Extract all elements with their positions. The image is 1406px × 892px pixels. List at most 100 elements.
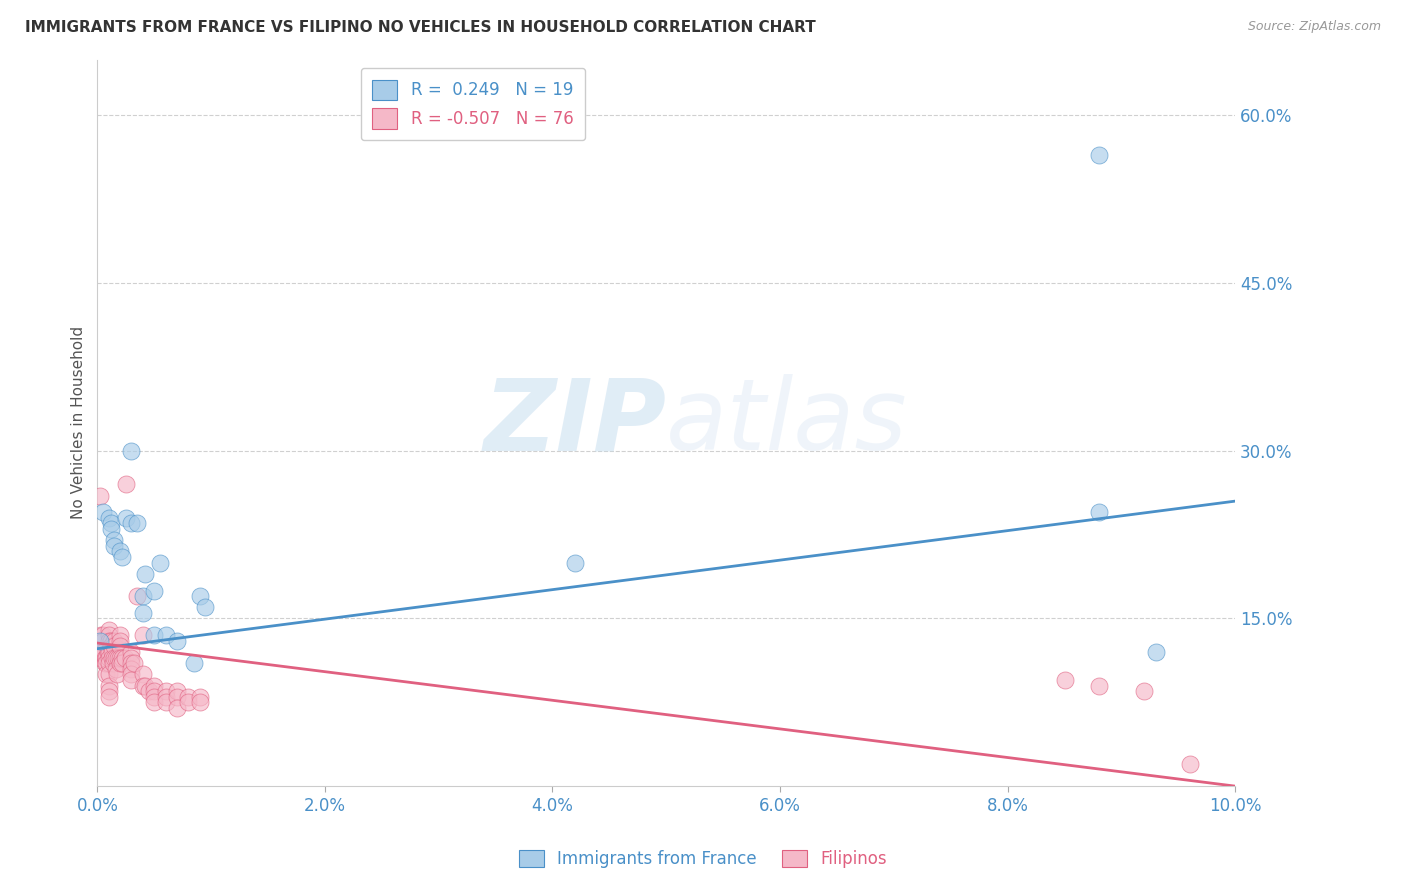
Point: [94, 656, 117, 670]
Text: atlas: atlas: [666, 375, 908, 471]
Point: [96, 656, 118, 670]
Point: [134, 679, 156, 693]
Point: [1133, 684, 1156, 698]
Point: [108, 628, 131, 642]
Point: [97, 623, 120, 637]
Point: [97, 684, 120, 698]
Point: [155, 628, 177, 642]
Point: [127, 516, 149, 531]
Point: [132, 628, 155, 642]
Point: [143, 695, 166, 709]
Point: [143, 628, 166, 642]
Point: [97, 633, 120, 648]
Point: [91, 633, 114, 648]
Point: [94, 650, 117, 665]
Point: [155, 695, 177, 709]
Point: [100, 640, 122, 654]
Y-axis label: No Vehicles in Household: No Vehicles in Household: [72, 326, 86, 519]
Point: [97, 650, 120, 665]
Point: [89, 489, 111, 503]
Point: [121, 650, 143, 665]
Text: Source: ZipAtlas.com: Source: ZipAtlas.com: [1247, 20, 1381, 33]
Point: [121, 656, 143, 670]
Point: [97, 667, 120, 681]
Point: [166, 684, 188, 698]
Point: [166, 633, 188, 648]
Point: [127, 589, 149, 603]
Point: [108, 650, 131, 665]
Point: [97, 645, 120, 659]
Point: [121, 667, 143, 681]
Point: [177, 690, 200, 704]
Point: [149, 556, 172, 570]
Point: [91, 628, 114, 642]
Point: [97, 511, 120, 525]
Point: [121, 443, 143, 458]
Point: [143, 684, 166, 698]
Point: [89, 633, 111, 648]
Legend: Immigrants from France, Filipinos: Immigrants from France, Filipinos: [512, 843, 894, 875]
Point: [90, 650, 112, 665]
Text: IMMIGRANTS FROM FRANCE VS FILIPINO NO VEHICLES IN HOUSEHOLD CORRELATION CHART: IMMIGRANTS FROM FRANCE VS FILIPINO NO VE…: [25, 20, 815, 35]
Point: [97, 645, 120, 659]
Point: [188, 589, 211, 603]
Point: [132, 606, 155, 620]
Point: [101, 645, 124, 659]
Point: [103, 640, 125, 654]
Point: [108, 544, 131, 558]
Point: [108, 633, 131, 648]
Point: [188, 690, 211, 704]
Point: [100, 522, 122, 536]
Point: [166, 701, 188, 715]
Point: [103, 633, 125, 648]
Point: [122, 656, 145, 670]
Point: [114, 477, 136, 491]
Point: [107, 650, 129, 665]
Point: [183, 656, 205, 670]
Point: [108, 640, 131, 654]
Point: [97, 679, 120, 693]
Point: [103, 539, 125, 553]
Point: [132, 589, 155, 603]
Legend: R =  0.249   N = 19, R = -0.507   N = 76: R = 0.249 N = 19, R = -0.507 N = 76: [361, 68, 585, 140]
Point: [96, 650, 118, 665]
Point: [564, 556, 586, 570]
Point: [93, 645, 115, 659]
Point: [155, 690, 177, 704]
Point: [97, 628, 120, 642]
Text: ZIP: ZIP: [484, 375, 666, 471]
Point: [132, 679, 155, 693]
Point: [111, 549, 134, 564]
Point: [143, 583, 166, 598]
Point: [101, 650, 124, 665]
Point: [143, 679, 166, 693]
Point: [104, 662, 127, 676]
Point: [103, 533, 125, 548]
Point: [1053, 673, 1076, 687]
Point: [121, 662, 143, 676]
Point: [1144, 645, 1167, 659]
Point: [155, 684, 177, 698]
Point: [177, 695, 200, 709]
Point: [138, 684, 160, 698]
Point: [188, 695, 211, 709]
Point: [90, 645, 112, 659]
Point: [166, 690, 188, 704]
Point: [114, 650, 136, 665]
Point: [100, 516, 122, 531]
Point: [194, 600, 217, 615]
Point: [1178, 756, 1201, 771]
Point: [1087, 505, 1109, 519]
Point: [1087, 679, 1109, 693]
Point: [111, 650, 134, 665]
Point: [121, 516, 143, 531]
Point: [97, 690, 120, 704]
Point: [104, 650, 127, 665]
Point: [143, 690, 166, 704]
Point: [100, 633, 122, 648]
Point: [114, 511, 136, 525]
Point: [111, 656, 134, 670]
Point: [108, 656, 131, 670]
Point: [91, 505, 114, 519]
Point: [96, 667, 118, 681]
